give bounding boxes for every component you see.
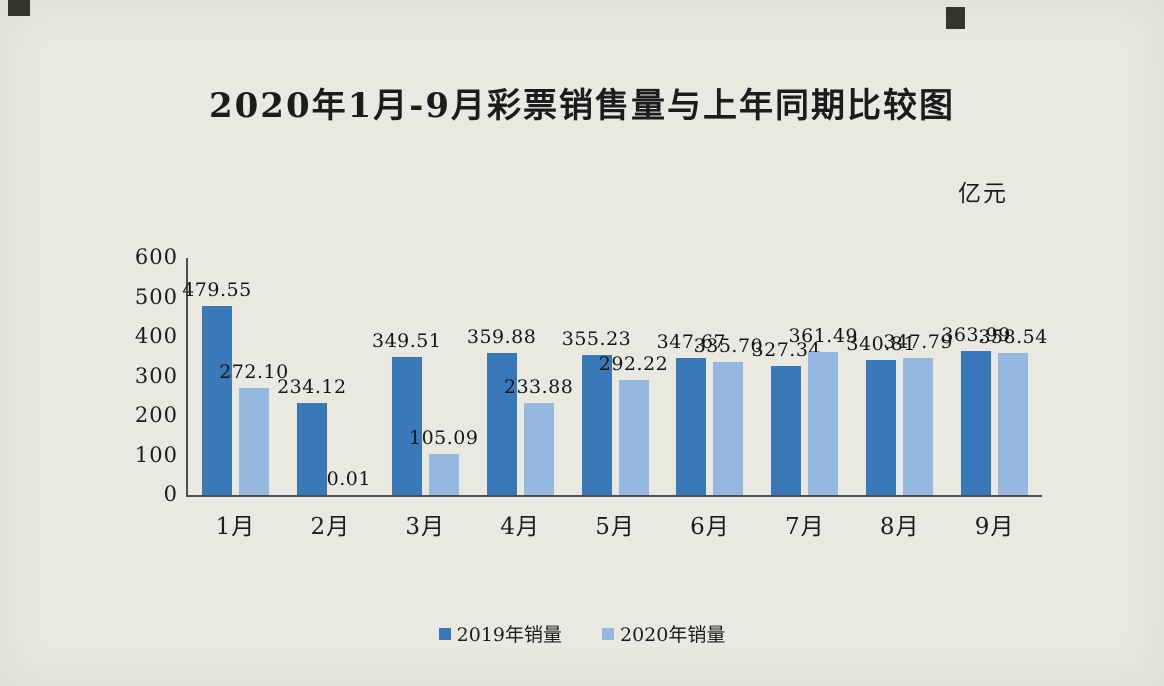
month-group: 340.81 347.79 8月 xyxy=(846,258,952,540)
bar-2019年销量: 363.99 xyxy=(941,324,1010,495)
month-group: 363.99 358.54 9月 xyxy=(941,258,1047,540)
y-tick-label: 400 xyxy=(134,324,178,348)
bar-value-label: 347.67 xyxy=(656,330,727,353)
y-tick-label: 100 xyxy=(134,442,178,467)
bar xyxy=(618,379,649,495)
bar xyxy=(296,402,327,495)
y-tick-label: 600 xyxy=(134,245,178,269)
bar-value-label: 105.09 xyxy=(408,426,479,449)
bar xyxy=(201,305,232,495)
bar-2020年销量: 347.79 xyxy=(883,331,952,495)
bar-2019年销量: 347.67 xyxy=(657,331,726,495)
legend: 2019年销量 2020年销量 xyxy=(0,620,1164,647)
bar xyxy=(866,360,897,495)
bar xyxy=(903,357,934,495)
month-group: 355.23 292.22 5月 xyxy=(562,258,668,540)
bar-2020年销量: 233.88 xyxy=(504,376,573,495)
bar xyxy=(391,356,422,495)
x-axis-label: 4月 xyxy=(500,514,540,540)
bar xyxy=(771,365,802,495)
bar-2020年销量: 358.54 xyxy=(978,326,1047,495)
bar-value-label: 233.88 xyxy=(503,375,574,398)
bar-value-label: 363.99 xyxy=(941,324,1011,347)
bar-value-label: 479.55 xyxy=(182,278,252,301)
plot-area: 479.55 272.10 1月 234.12 0.01 2月 349.51 105.09 3月… xyxy=(182,258,1047,540)
bar-value-label: 0.01 xyxy=(326,468,371,490)
legend-swatch xyxy=(438,627,451,640)
x-axis-label: 3月 xyxy=(405,514,446,540)
month-group: 359.88 233.88 4月 xyxy=(467,258,573,540)
legend-swatch xyxy=(602,627,614,640)
bar-value-label: 347.79 xyxy=(883,330,953,353)
bar-value-label: 234.12 xyxy=(277,375,347,398)
bar xyxy=(428,453,459,495)
bar xyxy=(961,351,992,495)
bar-2019年销量: 359.88 xyxy=(467,326,536,495)
unit-label: 亿元 xyxy=(958,181,1008,207)
chart-title: 2020年1月-9月彩票销售量与上年同期比较图 xyxy=(208,86,956,126)
legend-label: 2019年销量 xyxy=(456,624,562,646)
month-group: 234.12 0.01 2月 xyxy=(277,258,378,540)
bar xyxy=(713,362,744,495)
bar-value-label: 359.88 xyxy=(466,325,537,348)
bar xyxy=(238,387,269,495)
corner-artifact-right xyxy=(946,7,965,29)
bar-2019年销量: 355.23 xyxy=(562,328,631,495)
bar-value-label: 272.10 xyxy=(219,360,289,383)
bar-value-label: 361.49 xyxy=(788,325,859,348)
bar-value-label: 340.81 xyxy=(846,333,916,356)
bar-2019年销量: 234.12 xyxy=(277,376,346,495)
bar-2020年销量: 335.70 xyxy=(694,335,763,495)
legend-label: 2020年销量 xyxy=(620,624,726,646)
y-tick-label: 300 xyxy=(134,363,178,388)
x-axis-label: 9月 xyxy=(974,514,1015,540)
bar-value-label: 349.51 xyxy=(371,329,442,352)
corner-artifact-left xyxy=(8,0,30,16)
bar-value-label: 355.23 xyxy=(561,327,632,350)
month-group: 347.67 335.70 6月 xyxy=(657,258,763,540)
bar-2019年销量: 349.51 xyxy=(372,330,441,495)
x-axis-label: 5月 xyxy=(595,514,635,540)
bar-2019年销量: 479.55 xyxy=(182,279,251,495)
bar xyxy=(808,352,839,495)
bar-2020年销量: 272.10 xyxy=(219,361,288,495)
bar-2020年销量: 105.09 xyxy=(409,427,478,495)
month-group: 479.55 272.10 1月 xyxy=(182,258,288,540)
x-axis-label: 8月 xyxy=(879,514,920,540)
bar-value-label: 327.34 xyxy=(751,338,822,361)
x-axis-label: 6月 xyxy=(690,514,730,540)
bar-groups: 479.55 272.10 1月 234.12 0.01 2月 349.51 105.09 3月… xyxy=(182,258,1047,540)
legend-item: 2019年销量 xyxy=(438,620,562,647)
bar-value-label: 292.22 xyxy=(598,352,669,375)
bar-value-label: 335.70 xyxy=(693,335,764,358)
bar-value-label: 358.54 xyxy=(978,326,1048,349)
bar xyxy=(998,353,1029,495)
bar-2019年销量: 340.81 xyxy=(846,333,915,495)
y-axis-labels: 0 100 200 300 400 500 600 xyxy=(118,247,178,505)
x-axis-label: 2月 xyxy=(310,514,351,540)
bar xyxy=(523,402,554,495)
month-group: 327.34 361.49 7月 xyxy=(752,258,858,540)
x-axis-label: 7月 xyxy=(784,514,825,540)
y-tick-label: 0 xyxy=(163,482,178,506)
bar xyxy=(676,357,707,495)
bar xyxy=(581,354,612,495)
legend-item: 2020年销量 xyxy=(602,620,725,647)
bar-2020年销量: 292.22 xyxy=(599,353,668,495)
y-tick-label: 200 xyxy=(134,403,178,427)
y-tick-label: 500 xyxy=(134,284,178,309)
bar xyxy=(486,352,517,495)
bar-2020年销量: 361.49 xyxy=(789,325,858,495)
x-axis-label: 1月 xyxy=(215,514,256,540)
month-group: 349.51 105.09 3月 xyxy=(372,258,478,540)
bar-2019年销量: 327.34 xyxy=(752,339,821,495)
